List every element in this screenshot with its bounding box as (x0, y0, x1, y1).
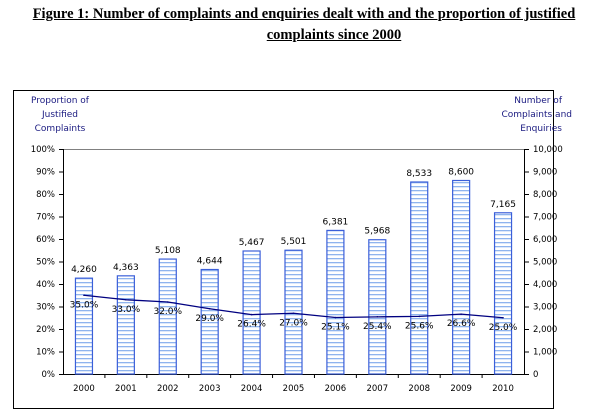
left-axis-title-line-3: Complaints (35, 124, 86, 134)
line-point-2000 (83, 294, 85, 297)
right-axis-tick-label: 7,000 (533, 213, 557, 223)
left-axis-tick-label: 90% (36, 168, 55, 178)
right-axis-title-line-1: Number of (514, 96, 563, 106)
right-axis-tick-label: 10,000 (533, 145, 563, 155)
line-point-2001 (125, 298, 127, 301)
line-data-label: 32.0% (153, 307, 182, 317)
right-axis-title-line-3: Enquiries (520, 124, 562, 134)
chart-frame (13, 90, 554, 409)
right-axis-tick-label: 6,000 (533, 235, 557, 245)
left-axis-tick-label: 70% (36, 213, 55, 223)
line-data-label: 26.4% (237, 320, 266, 330)
line-data-label: 35.0% (70, 300, 99, 310)
left-axis-tick-label: 60% (36, 235, 55, 245)
x-axis-tick-label: 2001 (115, 384, 137, 394)
figure-title-line-1: Figure 1: Number of complaints and enqui… (32, 6, 576, 22)
left-axis-tick-label: 0% (42, 370, 56, 380)
bar-data-label: 5,501 (281, 237, 307, 247)
line-data-label: 25.0% (489, 323, 518, 333)
bar-data-label: 7,165 (490, 200, 516, 210)
line-point-2008 (418, 315, 421, 318)
bar-2010 (493, 212, 513, 375)
bar-2000 (74, 277, 94, 375)
line-point-2006 (334, 316, 337, 319)
bar-data-label: 8,533 (406, 169, 432, 179)
x-axis-tick-label: 2007 (366, 384, 388, 394)
right-axis-tick-label: 0 (533, 370, 538, 380)
line-data-label: 27.0% (279, 318, 308, 328)
right-axis-tick-label: 8,000 (533, 190, 557, 200)
x-axis-tick-label: 2003 (199, 384, 221, 394)
right-axis-tick-label: 2,000 (533, 325, 557, 335)
bar-2002 (158, 258, 177, 375)
bar-data-label: 8,600 (448, 168, 474, 178)
line-point-2010 (502, 316, 504, 319)
figure-title-line-2: complaints since 2000 (266, 27, 402, 43)
bar-data-label: 4,644 (197, 257, 223, 267)
x-axis-tick-label: 2009 (450, 384, 472, 394)
line-point-2003 (208, 307, 211, 310)
x-axis-tick-label: 2010 (492, 384, 514, 394)
right-axis-tick-label: 5,000 (533, 258, 557, 268)
left-axis-tick-label: 80% (36, 190, 55, 200)
bar-2003 (200, 268, 219, 375)
line-data-label: 26.6% (447, 319, 476, 329)
left-axis-title-line-1: Proportion of (31, 96, 90, 106)
line-point-2002 (166, 301, 169, 303)
x-axis-tick-label: 2004 (241, 384, 263, 394)
left-axis-tick-label: 30% (36, 303, 55, 313)
bar-2005 (284, 249, 303, 375)
bar-2004 (242, 250, 261, 375)
right-axis-tick-label: 1,000 (533, 348, 557, 358)
plot-area: 0% 10% 20% 30% 40% 50% 60% 70% 80% 90% 100% 0 1,000 2… (31, 145, 563, 394)
left-axis-tick-label: 50% (36, 258, 55, 268)
bar-data-label: 5,108 (155, 246, 181, 256)
x-axis-tick-label: 2006 (325, 384, 347, 394)
left-axis-tick-label: 40% (36, 280, 55, 290)
left-axis-tick-label: 10% (36, 348, 55, 358)
right-axis-title-line-2: Complaints and (501, 110, 572, 120)
x-axis-tick-label: 2005 (283, 384, 305, 394)
line-data-label: 25.1% (321, 323, 350, 333)
right-axis-tick-label: 4,000 (533, 280, 557, 290)
right-axis-tick-label: 9,000 (533, 168, 557, 178)
line-point-2007 (376, 316, 379, 318)
x-axis-tick-label: 2008 (408, 384, 430, 394)
figure-title: Figure 1: Number of complaints and enqui… (0, 4, 608, 46)
right-axis-tick-label: 3,000 (533, 303, 557, 313)
bar-2007 (368, 239, 387, 375)
bar-data-label: 6,381 (323, 217, 349, 227)
bar-2009 (452, 179, 471, 375)
line-data-label: 25.6% (405, 321, 434, 331)
line-point-2009 (460, 313, 462, 315)
left-axis-tick-label: 20% (36, 325, 55, 335)
line-point-2004 (250, 313, 253, 316)
bar-2006 (326, 229, 345, 375)
bar-data-label: 5,467 (239, 238, 265, 248)
left-axis-tick-label: 100% (31, 145, 55, 155)
bar-2001 (116, 275, 135, 375)
left-axis-title-line-2: Justified (41, 110, 78, 120)
x-axis-tick-label: 2002 (157, 384, 179, 394)
line-data-label: 33.0% (112, 305, 141, 315)
line-data-label: 29.0% (195, 314, 224, 324)
line-point-2005 (292, 312, 295, 315)
bar-2008 (410, 181, 429, 375)
bar-data-label: 4,363 (113, 263, 139, 273)
line-data-label: 25.4% (363, 322, 392, 332)
x-axis-tick-label: 2000 (73, 384, 95, 394)
bar-data-label: 5,968 (364, 227, 390, 237)
bar-data-label: 4,260 (71, 265, 97, 275)
